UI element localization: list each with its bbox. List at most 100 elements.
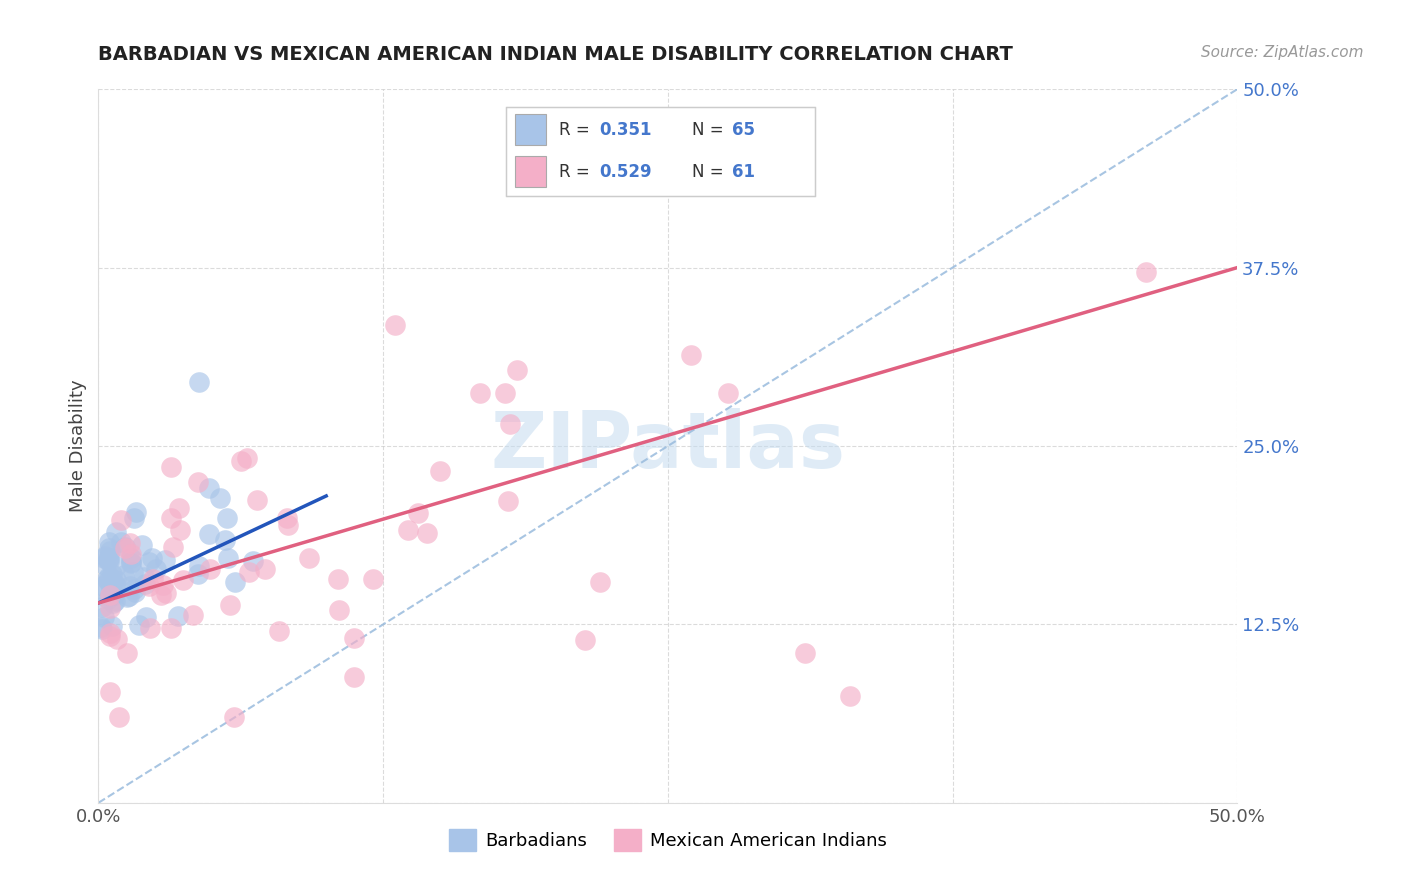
Point [155, 586, 177, 600]
Point [97, 569, 120, 583]
Point [118, 589, 141, 603]
Point [167, 501, 190, 516]
Text: R =: R = [558, 120, 595, 139]
Point [222, 710, 245, 724]
Point [496, 493, 519, 508]
Point [103, 588, 125, 602]
Point [120, 555, 142, 569]
Point [145, 562, 167, 576]
Point [120, 547, 142, 561]
Legend: Barbadians, Mexican American Indians: Barbadians, Mexican American Indians [441, 822, 894, 858]
Point [408, 506, 430, 520]
Point [97, 591, 120, 606]
Point [198, 526, 221, 541]
Point [98, 588, 121, 602]
Point [361, 572, 384, 586]
Point [131, 538, 153, 552]
Point [128, 618, 150, 632]
Point [134, 576, 156, 591]
Point [160, 459, 183, 474]
Text: N =: N = [692, 120, 728, 139]
Point [101, 596, 124, 610]
Point [98, 601, 121, 615]
Point [277, 517, 299, 532]
Point [97, 553, 120, 567]
Point [217, 550, 239, 565]
Point [269, 624, 291, 639]
Point [90, 599, 112, 614]
Point [98, 551, 121, 566]
Point [98, 535, 121, 549]
Point [242, 554, 264, 568]
Point [93, 610, 115, 624]
Point [122, 582, 145, 596]
Point [149, 588, 172, 602]
Point [181, 607, 204, 622]
Point [104, 576, 127, 591]
Point [98, 544, 121, 558]
Point [91, 579, 114, 593]
Text: 0.529: 0.529 [599, 162, 651, 181]
Point [97, 541, 120, 556]
Point [499, 417, 522, 431]
Point [574, 633, 596, 648]
Point [215, 510, 238, 524]
Point [187, 566, 209, 581]
Point [90, 582, 112, 596]
Point [104, 574, 127, 588]
Point [121, 566, 143, 580]
Point [839, 689, 862, 703]
Point [93, 550, 115, 565]
Point [138, 555, 160, 569]
Point [100, 581, 122, 595]
Point [384, 318, 406, 332]
Point [198, 561, 221, 575]
Point [120, 579, 142, 593]
Point [115, 646, 138, 660]
Point [152, 578, 174, 592]
Point [429, 464, 451, 478]
Point [120, 536, 142, 550]
Point [162, 540, 184, 554]
Point [101, 619, 124, 633]
Point [142, 572, 165, 586]
Point [238, 565, 260, 579]
Point [124, 584, 146, 599]
Point [110, 513, 132, 527]
Point [107, 632, 129, 646]
Point [246, 492, 269, 507]
Point [326, 572, 349, 586]
Point [104, 558, 127, 573]
Text: ZIPatlas: ZIPatlas [491, 408, 845, 484]
Point [98, 626, 121, 640]
Point [343, 670, 366, 684]
Point [114, 541, 136, 555]
Point [224, 574, 246, 589]
Point [159, 511, 181, 525]
Point [153, 553, 176, 567]
FancyBboxPatch shape [516, 114, 547, 145]
Point [124, 511, 146, 525]
Point [97, 574, 120, 589]
Y-axis label: Male Disability: Male Disability [69, 380, 87, 512]
Point [159, 621, 181, 635]
Point [141, 551, 163, 566]
Point [135, 609, 157, 624]
Text: 0.351: 0.351 [599, 120, 651, 139]
FancyBboxPatch shape [516, 156, 547, 187]
Point [229, 454, 252, 468]
Point [134, 570, 156, 584]
Point [104, 594, 127, 608]
Text: BARBADIAN VS MEXICAN AMERICAN INDIAN MALE DISABILITY CORRELATION CHART: BARBADIAN VS MEXICAN AMERICAN INDIAN MAL… [98, 45, 1014, 63]
Point [172, 573, 194, 587]
Point [90, 622, 112, 636]
Point [793, 646, 815, 660]
Point [188, 559, 211, 574]
Point [214, 533, 236, 547]
Point [218, 598, 240, 612]
Point [114, 540, 136, 554]
Text: N =: N = [692, 162, 728, 181]
Point [396, 523, 419, 537]
Point [717, 386, 740, 401]
Point [120, 556, 142, 570]
